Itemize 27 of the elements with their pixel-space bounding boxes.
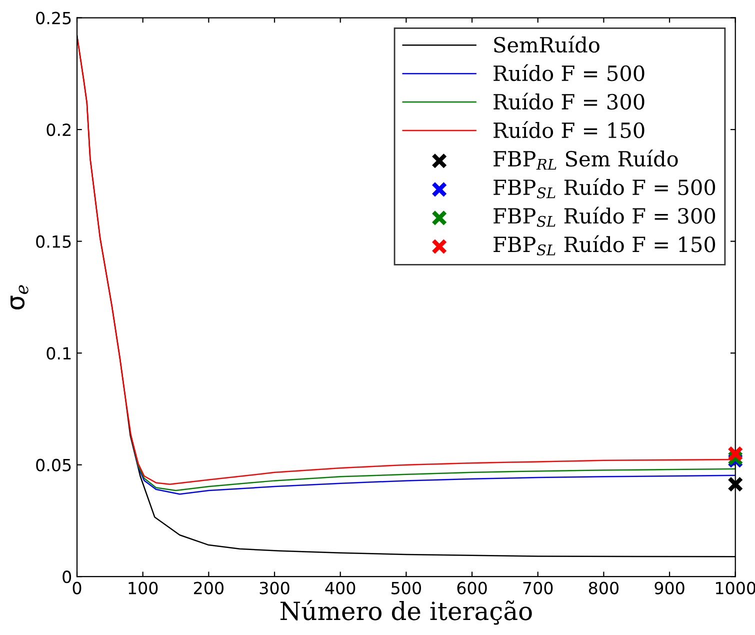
x-tick-label: 100 <box>128 582 158 594</box>
y-axis-title: σ$_{e}$ <box>10 285 28 310</box>
legend-label: FBP$_{RL}$ Sem Ruído <box>494 150 678 170</box>
y-tick-label: 0.15 <box>36 235 71 248</box>
legend-label: FBP$_{SL}$ Ruído F = 300 <box>494 206 716 227</box>
y-tick-label: 0.25 <box>36 12 71 24</box>
y-tick-label: 0.2 <box>46 124 70 136</box>
x-tick-label: 600 <box>457 582 487 594</box>
y-tick-label: 0.1 <box>46 347 71 360</box>
x-tick-label: 500 <box>392 582 421 594</box>
legend-label: FBP$_{SL}$ Ruído F = 500 <box>494 178 716 198</box>
y-tick-label: 0 <box>62 570 72 584</box>
x-axis-title: Número de iteração <box>280 600 532 625</box>
x-tick-label: 0 <box>72 582 82 594</box>
y-tick-label: 0.05 <box>36 458 71 472</box>
x-tick-label: 900 <box>654 582 684 594</box>
x-tick-label: 800 <box>588 582 618 594</box>
legend-label: FBP$_{SL}$ Ruído F = 150 <box>494 235 716 256</box>
x-tick-label: 700 <box>523 582 553 594</box>
legend-label: Ruído F = 500 <box>494 64 644 82</box>
x-tick-label: 1000 <box>716 582 755 594</box>
x-tick-label: 300 <box>260 582 290 594</box>
legend-label: SemRuído <box>494 36 600 53</box>
x-tick-label: 400 <box>325 582 356 594</box>
legend-label: Ruído F = 300 <box>494 92 644 110</box>
legend-label: Ruído F = 150 <box>494 121 644 138</box>
x-tick-label: 200 <box>194 582 224 594</box>
